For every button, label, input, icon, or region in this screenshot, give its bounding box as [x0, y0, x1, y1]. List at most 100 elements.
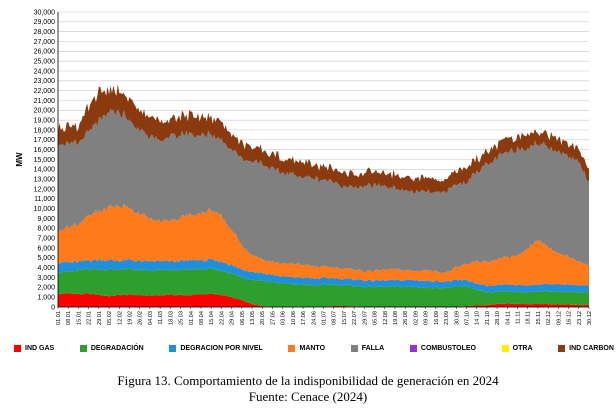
- area-series-ind-carbon: [58, 83, 589, 195]
- y-tick-label: 20,000: [34, 108, 56, 115]
- figure-caption: Figura 13. Comportamiento de la indispon…: [117, 373, 499, 388]
- legend-swatch: [558, 344, 566, 352]
- y-tick-label: 3,000: [37, 275, 55, 282]
- y-tick-label: 9,000: [37, 216, 55, 223]
- x-tick-label: 30.12: [587, 311, 593, 325]
- x-tick-label: 27.05: [270, 311, 276, 325]
- x-tick-label: 15.01: [76, 311, 82, 325]
- x-tick-label: 16.12: [567, 311, 573, 325]
- x-tick-label: 19.08: [393, 311, 399, 325]
- y-tick-label: 15,000: [34, 157, 56, 164]
- y-tick-label: 8,000: [37, 226, 55, 233]
- x-tick-label: 02.12: [546, 311, 552, 325]
- legend-item: COMBUSTOLEO: [409, 344, 476, 352]
- x-tick-label: 01.01: [56, 311, 62, 325]
- area-series-degracion-por-nivel: [58, 257, 589, 293]
- legend-swatch: [288, 344, 296, 352]
- x-tick-label: 20.05: [260, 311, 266, 325]
- x-tick-labels: 01.01 08.01 15.01 22.01 29.01 05.02 12.02 19.02…: [56, 307, 593, 325]
- x-tick-label: 21.10: [485, 311, 491, 325]
- legend-item: IND GAS: [14, 344, 54, 352]
- area-series-falla: [58, 108, 589, 274]
- x-tick-label: 19.02: [127, 311, 133, 325]
- x-tick-label: 29.07: [362, 311, 368, 325]
- x-tick-label: 12.08: [383, 311, 389, 325]
- y-tick-label: 25,000: [34, 59, 56, 66]
- y-tick-label: 12,000: [34, 186, 56, 193]
- y-tick-label: 11,000: [34, 196, 55, 203]
- x-tick-label: 16.09: [434, 311, 440, 325]
- x-tick-label: 11.03: [158, 311, 164, 325]
- y-tick-label: 1,000: [37, 295, 55, 302]
- legend-item: DEGRACION POR NIVEL: [169, 344, 263, 352]
- y-tick-label: 10,000: [34, 206, 56, 213]
- y-tick-label: 26,000: [34, 49, 56, 56]
- x-tick-label: 05.08: [373, 311, 379, 325]
- legend-item: DEGRADACIÓN: [79, 344, 144, 352]
- legend-label: DEGRADACIÓN: [90, 344, 144, 352]
- x-tick-label: 09.09: [424, 311, 430, 325]
- y-tick-label: 18,000: [34, 127, 56, 134]
- y-tick-label: 0: [51, 304, 55, 311]
- x-tick-label: 01.04: [189, 311, 195, 325]
- legend-label: DEGRACION POR NIVEL: [180, 344, 263, 352]
- area-series-ind-gas: [58, 293, 589, 307]
- legend-label: IND CARBON: [569, 344, 614, 352]
- x-tick-label: 30.09: [454, 311, 460, 325]
- legend-item: IND CARBON: [558, 344, 614, 352]
- x-tick-label: 09.12: [556, 311, 562, 325]
- chart-figure: 0 1,000 2,000 3,000 4,000 5,000 6,000 7,000 8,00…: [15, 9, 593, 325]
- x-tick-label: 01.07: [322, 311, 328, 325]
- x-tick-label: 24.06: [311, 311, 317, 325]
- legend-swatch: [14, 344, 21, 352]
- y-tick-label: 22,000: [34, 88, 56, 95]
- x-tick-label: 15.04: [209, 311, 215, 325]
- x-tick-label: 08.01: [66, 311, 72, 325]
- x-tick-label: 22.07: [352, 311, 358, 325]
- x-tick-label: 04.11: [505, 311, 511, 325]
- y-tick-label: 30,000: [34, 9, 56, 16]
- x-tick-label: 08.07: [332, 311, 338, 325]
- x-tick-label: 12.02: [117, 311, 123, 325]
- x-tick-label: 25.03: [179, 311, 185, 325]
- x-tick-label: 15.07: [342, 311, 348, 325]
- chart-legend: IND GAS DEGRADACIÓN DEGRACION POR NIVEL MAN…: [14, 341, 614, 355]
- x-tick-label: 04.03: [148, 311, 154, 325]
- x-tick-label: 08.04: [199, 311, 205, 325]
- x-tick-label: 03.06: [281, 311, 287, 325]
- y-tick-label: 16,000: [34, 147, 56, 154]
- x-tick-label: 29.01: [97, 311, 103, 325]
- x-tick-label: 11.11: [516, 311, 522, 324]
- figure-source: Fuente: Cenace (2024): [248, 389, 368, 404]
- y-tick-label: 24,000: [34, 68, 56, 75]
- x-tick-label: 07.10: [464, 311, 470, 325]
- legend-swatch: [350, 344, 358, 352]
- x-tick-label: 23.12: [577, 311, 583, 325]
- legend-label: FALLA: [361, 344, 385, 352]
- y-tick-label: 19,000: [34, 118, 56, 125]
- x-tick-label: 23.09: [444, 311, 450, 325]
- area-series-degradación: [58, 267, 589, 307]
- x-tick-label: 14.10: [475, 311, 481, 325]
- x-tick-label: 28.10: [495, 311, 501, 325]
- x-tick-label: 18.11: [526, 311, 532, 325]
- y-tick-label: 27,000: [34, 39, 56, 46]
- legend-item: MANTO: [288, 344, 326, 352]
- y-axis-label: MW: [15, 152, 24, 167]
- y-tick-label: 4,000: [37, 265, 55, 272]
- x-tick-label: 02.09: [413, 311, 419, 325]
- y-tick-label: 6,000: [37, 245, 55, 252]
- y-tick-label: 14,000: [34, 167, 56, 174]
- x-tick-label: 22.01: [87, 311, 93, 325]
- y-tick-label: 23,000: [34, 78, 56, 85]
- legend-label: MANTO: [299, 344, 326, 352]
- legend-swatch: [79, 344, 87, 352]
- legend-item: FALLA: [350, 344, 385, 352]
- x-tick-label: 29.04: [230, 311, 236, 325]
- x-tick-label: 05.02: [107, 311, 113, 325]
- y-tick-label: 2,000: [37, 285, 55, 292]
- x-tick-label: 17.06: [301, 311, 307, 325]
- x-tick-label: 26.02: [138, 311, 144, 325]
- x-tick-label: 10.06: [291, 311, 297, 325]
- y-tick-label: 21,000: [34, 98, 56, 105]
